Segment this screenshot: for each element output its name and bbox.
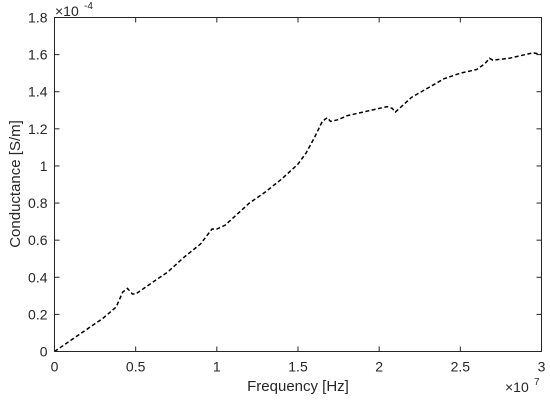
y-tick-label: 0.8 xyxy=(28,195,48,211)
x-axis-title: Frequency [Hz] xyxy=(247,378,349,395)
x-tick-label: 2 xyxy=(375,359,383,375)
y-tick-label: 1.2 xyxy=(28,121,48,137)
y-tick-label: 0.6 xyxy=(28,232,48,248)
x-tick-label: 1.5 xyxy=(288,359,308,375)
x-exponent-power: 7 xyxy=(534,377,540,388)
y-axis-title: Conductance [S/m] xyxy=(7,120,24,248)
y-tick-label: 1.4 xyxy=(28,84,48,100)
x-exponent-label: ×10 7 xyxy=(505,377,540,395)
y-tick-label: 0.4 xyxy=(28,269,48,285)
y-exponent-label: ×10 -4 xyxy=(55,1,93,19)
x-exponent-base: ×10 xyxy=(505,379,529,395)
y-tick-label: 1.8 xyxy=(28,10,48,26)
y-tick-label: 0.2 xyxy=(28,306,48,322)
ticks-layer: 0 0.5 1 1.5 2 2.5 3 0 0.2 0.4 0.6 0.8 1 1.2 1.4 1.6 1.8 xyxy=(28,10,546,375)
y-tick-label: 0 xyxy=(40,344,48,360)
x-tick-label: 2.5 xyxy=(451,359,471,375)
y-exponent-base: ×10 xyxy=(55,3,79,19)
y-exponent-power: -4 xyxy=(84,1,93,12)
x-tick-label: 3 xyxy=(538,359,546,375)
y-tick-label: 1.6 xyxy=(28,47,48,63)
x-tick-label: 0.5 xyxy=(126,359,146,375)
series-layer xyxy=(54,52,542,353)
y-tick-label: 1 xyxy=(40,158,48,174)
series-line xyxy=(54,52,542,353)
axes-box xyxy=(54,17,542,352)
x-tick-label: 0 xyxy=(51,359,59,375)
x-tick-label: 1 xyxy=(213,359,221,375)
